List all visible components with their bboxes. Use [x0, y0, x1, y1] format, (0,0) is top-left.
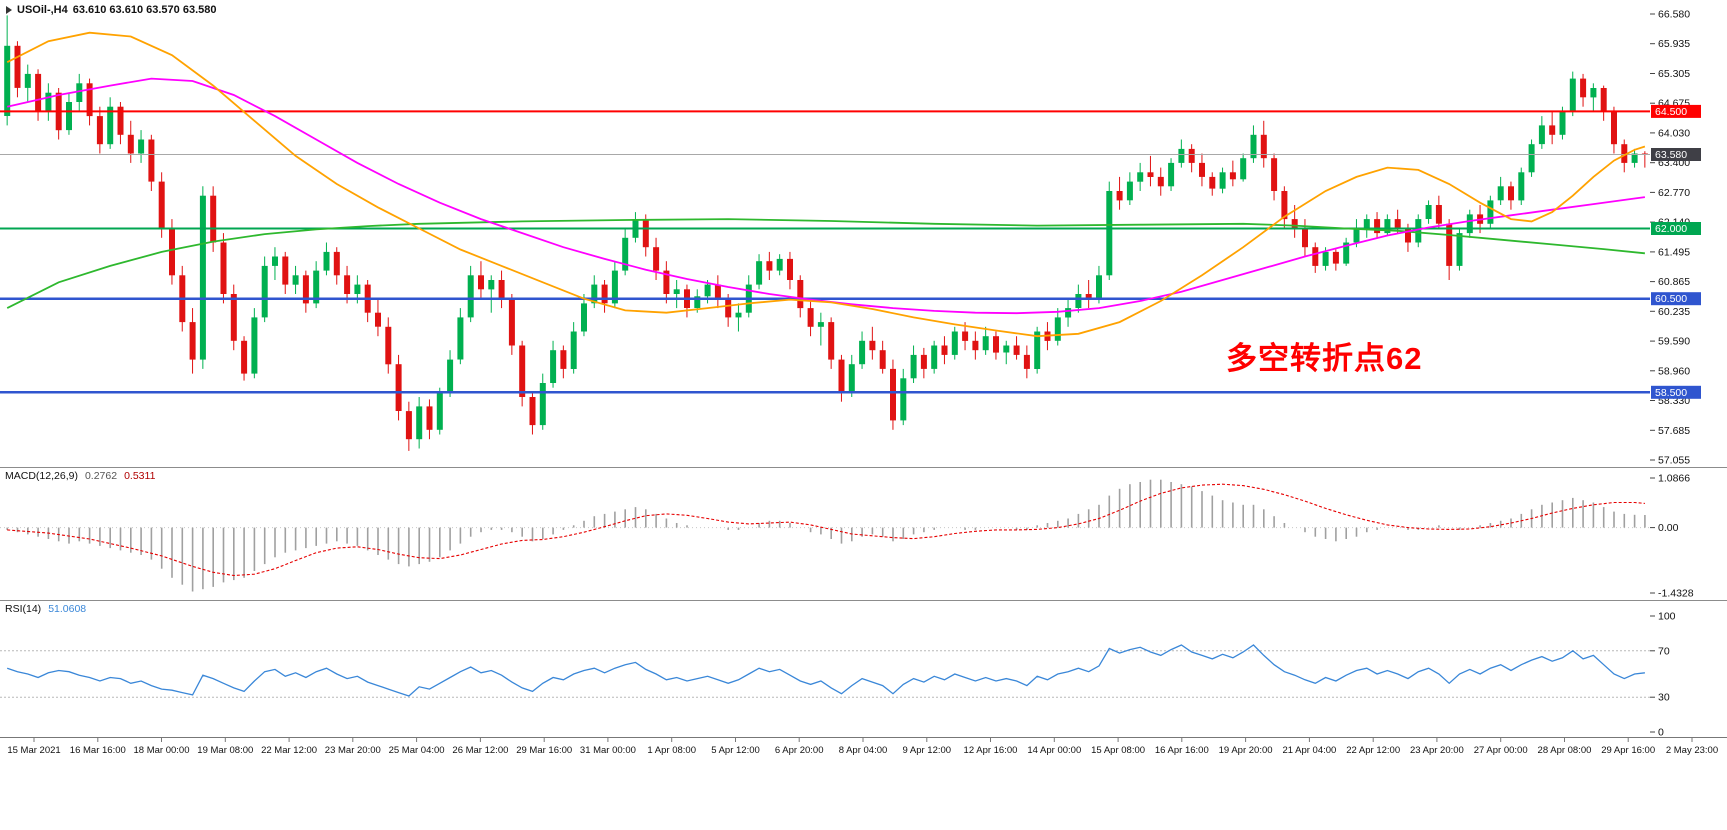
macd-canvas[interactable]: 1.0866 0.00 -1.4328	[0, 468, 1727, 600]
svg-text:29 Mar 16:00: 29 Mar 16:00	[516, 745, 572, 756]
price-tag	[1651, 292, 1701, 306]
macd-name: MACD(12,26,9)	[5, 470, 78, 482]
svg-text:26 Mar 12:00: 26 Mar 12:00	[452, 745, 508, 756]
svg-text:60.865: 60.865	[1658, 276, 1690, 288]
rsi-panel[interactable]: 100 70 30 0 RSI(14) 51.0608	[0, 601, 1727, 737]
rsi-line	[6, 644, 1645, 697]
rsi-indicator-label: RSI(14) 51.0608	[5, 603, 86, 615]
macd-main-value: 0.2762	[84, 470, 118, 482]
macd-indicator-label: MACD(12,26,9) 0.2762 0.5311	[5, 470, 155, 482]
ohlc-values-text: 63.610 63.610 63.570 63.580	[72, 4, 217, 16]
svg-text:31 Mar 00:00: 31 Mar 00:00	[580, 745, 636, 756]
svg-text:29 Apr 16:00: 29 Apr 16:00	[1601, 745, 1655, 756]
svg-text:0.00: 0.00	[1658, 522, 1679, 534]
svg-text:62.770: 62.770	[1658, 187, 1690, 199]
price-tag	[1651, 222, 1701, 235]
rsi-name: RSI(14)	[5, 603, 42, 615]
svg-text:60.500: 60.500	[1655, 293, 1687, 305]
svg-text:1 Apr 08:00: 1 Apr 08:00	[647, 745, 696, 756]
symbol-ohlc-label: USOil-,H4 63.610 63.610 63.570 63.580	[6, 4, 216, 16]
svg-text:27 Apr 00:00: 27 Apr 00:00	[1474, 745, 1528, 756]
svg-text:12 Apr 16:00: 12 Apr 16:00	[964, 745, 1018, 756]
svg-text:18 Mar 00:00: 18 Mar 00:00	[134, 745, 190, 756]
svg-text:19 Apr 20:00: 19 Apr 20:00	[1219, 745, 1273, 756]
svg-text:22 Mar 12:00: 22 Mar 12:00	[261, 745, 317, 756]
svg-text:21 Apr 04:00: 21 Apr 04:00	[1282, 745, 1336, 756]
rsi-line-layer	[6, 644, 1645, 697]
ma-orange-line	[6, 31, 1646, 338]
svg-text:62.000: 62.000	[1655, 223, 1687, 235]
svg-text:57.685: 57.685	[1658, 425, 1690, 437]
price-tag	[1651, 104, 1701, 118]
time-axis-canvas[interactable]: 15 Mar 2021 16 Mar 16:00 18 Mar 00:00 19 Ma…	[0, 737, 1727, 758]
svg-text:6 Apr 20:00: 6 Apr 20:00	[775, 745, 824, 756]
main-chart-canvas[interactable]: 66.58065.93565.30564.67564.03063.40062.7…	[0, 0, 1727, 467]
price-scale[interactable]: 66.58065.93565.30564.67564.03063.40062.7…	[1650, 9, 1690, 467]
svg-text:59.590: 59.590	[1658, 336, 1690, 348]
svg-text:2 May 23:00: 2 May 23:00	[1666, 745, 1718, 756]
panel-separator[interactable]	[0, 600, 1727, 601]
svg-text:15 Mar 2021: 15 Mar 2021	[7, 745, 60, 756]
rsi-scale[interactable]: 100 70 30 0	[1650, 611, 1676, 738]
svg-text:23 Apr 20:00: 23 Apr 20:00	[1410, 745, 1464, 756]
svg-text:60.235: 60.235	[1658, 306, 1690, 318]
annotation-text[interactable]: 多空转折点62	[1226, 341, 1423, 376]
svg-text:58.500: 58.500	[1655, 387, 1687, 399]
svg-text:0: 0	[1658, 727, 1664, 738]
rsi-canvas[interactable]: 100 70 30 0	[0, 601, 1727, 737]
macd-signal-value: 0.5311	[124, 470, 156, 482]
svg-text:66.580: 66.580	[1658, 9, 1690, 21]
svg-text:64.500: 64.500	[1655, 106, 1687, 118]
macd-scale[interactable]: 1.0866 0.00 -1.4328	[1650, 473, 1694, 600]
price-tag	[1651, 148, 1701, 161]
time-axis[interactable]: 15 Mar 2021 16 Mar 16:00 18 Mar 00:00 19 Ma…	[0, 737, 1727, 758]
svg-text:65.305: 65.305	[1658, 68, 1690, 80]
time-labels: 15 Mar 2021 16 Mar 16:00 18 Mar 00:00 19 Ma…	[7, 738, 1718, 756]
rsi-value: 51.0608	[48, 603, 87, 615]
svg-text:61.495: 61.495	[1658, 246, 1690, 258]
macd-panel[interactable]: 1.0866 0.00 -1.4328 MACD(12,26,9) 0.2762 0.5…	[0, 468, 1727, 600]
svg-text:5 Apr 12:00: 5 Apr 12:00	[711, 745, 760, 756]
svg-text:100: 100	[1658, 611, 1676, 623]
horizontal-line-objects[interactable]	[0, 110, 1650, 394]
svg-text:8 Apr 04:00: 8 Apr 04:00	[839, 745, 888, 756]
symbol-marker-icon	[6, 6, 12, 14]
moving-averages	[6, 31, 1646, 338]
svg-text:28 Apr 08:00: 28 Apr 08:00	[1538, 745, 1592, 756]
ma-slow-green-line	[6, 218, 1645, 309]
panel-separator[interactable]	[0, 467, 1727, 468]
svg-text:65.935: 65.935	[1658, 38, 1690, 50]
svg-text:25 Mar 04:00: 25 Mar 04:00	[389, 745, 445, 756]
macd-histogram	[6, 479, 1646, 592]
svg-text:16 Apr 16:00: 16 Apr 16:00	[1155, 745, 1209, 756]
svg-text:22 Apr 12:00: 22 Apr 12:00	[1346, 745, 1400, 756]
price-tag	[1651, 385, 1701, 399]
svg-text:16 Mar 16:00: 16 Mar 16:00	[70, 745, 126, 756]
svg-text:15 Apr 08:00: 15 Apr 08:00	[1091, 745, 1145, 756]
svg-text:14 Apr 00:00: 14 Apr 00:00	[1027, 745, 1081, 756]
macd-signal-line	[7, 483, 1645, 577]
svg-text:30: 30	[1658, 692, 1670, 704]
svg-text:1.0866: 1.0866	[1658, 473, 1690, 485]
svg-text:-1.4328: -1.4328	[1658, 588, 1694, 600]
svg-text:58.960: 58.960	[1658, 365, 1690, 377]
svg-text:63.580: 63.580	[1655, 149, 1687, 161]
main-chart-panel[interactable]: 66.580 65.935 65.305 64.675 64.030 63.400 62.7…	[0, 0, 1727, 467]
candlesticks-layer	[4, 15, 1648, 451]
svg-text:64.030: 64.030	[1658, 127, 1690, 139]
svg-text:19 Mar 08:00: 19 Mar 08:00	[197, 745, 253, 756]
svg-text:70: 70	[1658, 645, 1670, 657]
symbol-period-text: USOil-,H4	[17, 4, 68, 16]
ma-magenta-line	[7, 77, 1646, 315]
macd-signal-layer	[7, 483, 1645, 577]
svg-text:23 Mar 20:00: 23 Mar 20:00	[325, 745, 381, 756]
svg-text:9 Apr 12:00: 9 Apr 12:00	[902, 745, 951, 756]
svg-text:57.055: 57.055	[1658, 455, 1690, 467]
price-tags: 64.500 63.580 62.000 60.500 58.500	[1651, 104, 1701, 399]
